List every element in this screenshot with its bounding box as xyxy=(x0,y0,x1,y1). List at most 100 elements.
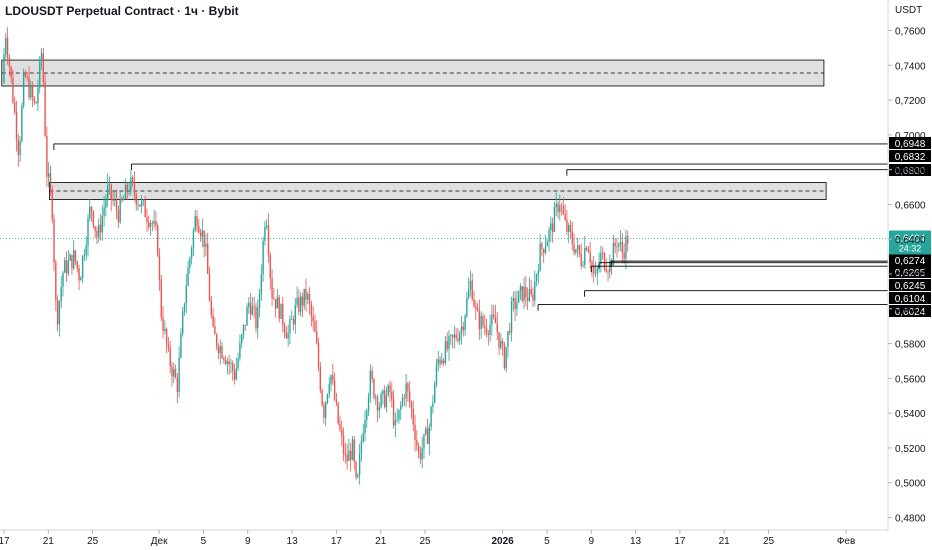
candle-body xyxy=(65,260,68,274)
candle-body xyxy=(523,286,525,301)
candle-body xyxy=(133,182,136,195)
candle-body xyxy=(437,359,439,365)
candle-body xyxy=(535,274,538,282)
candle-body xyxy=(294,305,296,325)
candle-body xyxy=(260,274,263,294)
candle-body xyxy=(208,273,211,301)
candle-body xyxy=(233,371,236,380)
candle-body xyxy=(31,86,34,98)
candle-body xyxy=(339,423,341,430)
candle-body xyxy=(546,241,548,247)
candle-body xyxy=(74,250,77,262)
candle-body xyxy=(605,269,607,272)
candle-body xyxy=(357,474,359,478)
candle-body xyxy=(441,360,443,364)
candle-body xyxy=(251,306,254,315)
candle-body xyxy=(387,385,389,395)
candle-body xyxy=(475,306,477,309)
candle-body xyxy=(142,200,145,202)
candle-body xyxy=(198,226,200,233)
candle-body xyxy=(462,326,464,331)
candle-body xyxy=(98,224,100,238)
candle-body xyxy=(376,397,379,411)
candle-body xyxy=(131,177,134,183)
candle-body xyxy=(607,271,609,273)
candle-body xyxy=(510,301,513,333)
candle-body xyxy=(346,454,348,462)
candle-body xyxy=(21,105,23,142)
candle-body xyxy=(541,243,543,250)
level-price-label: 0,6832 xyxy=(895,152,926,163)
candle-body xyxy=(117,210,120,223)
candle-body xyxy=(548,230,550,242)
candle-body xyxy=(569,224,572,232)
candle-body xyxy=(562,206,565,214)
candle-body xyxy=(253,306,255,308)
candle-body xyxy=(439,359,441,364)
candle-body xyxy=(90,206,93,212)
candle-body xyxy=(507,331,509,348)
candle-body xyxy=(557,203,559,213)
candle-body xyxy=(421,448,423,460)
candle-body xyxy=(559,205,561,213)
level-price-badge xyxy=(889,266,931,278)
x-tick-label: 17 xyxy=(674,536,686,547)
candle-body xyxy=(603,253,606,270)
candle-body xyxy=(162,317,164,331)
candle-body xyxy=(584,247,586,266)
candle-body xyxy=(58,301,61,325)
candle-body xyxy=(194,216,196,231)
candle-body xyxy=(196,216,198,227)
candle-body xyxy=(392,399,395,426)
candle-body xyxy=(410,402,413,409)
candle-body xyxy=(444,341,447,364)
candle-body xyxy=(316,332,318,344)
candle-body xyxy=(539,243,541,271)
candle-body xyxy=(491,314,493,325)
candle-body xyxy=(224,359,227,364)
candle-body xyxy=(8,57,11,67)
candle-body xyxy=(601,252,604,254)
candle-body xyxy=(614,242,616,247)
candle-body xyxy=(442,360,445,364)
candle-body xyxy=(566,219,568,232)
candle-body xyxy=(249,302,252,315)
candle-body xyxy=(124,184,127,199)
candle-body xyxy=(430,406,432,427)
current-price-badge xyxy=(889,230,931,255)
candle-body xyxy=(625,236,627,259)
candle-body xyxy=(278,297,280,319)
candle-body xyxy=(553,207,556,232)
candle-body xyxy=(382,390,384,395)
candle-body xyxy=(14,102,16,113)
level-price-badge xyxy=(889,254,931,266)
candle-body xyxy=(96,230,98,238)
candle-body xyxy=(457,338,459,341)
candle-body xyxy=(178,357,180,392)
candle-body xyxy=(103,207,105,216)
candle-body xyxy=(426,428,429,444)
candle-body xyxy=(289,319,291,334)
candle-body xyxy=(485,327,488,333)
candle-body xyxy=(39,59,41,88)
candle-body xyxy=(262,240,264,275)
candle-body xyxy=(185,285,187,304)
candle-body xyxy=(543,249,545,253)
candle-body xyxy=(519,286,522,291)
candle-body xyxy=(92,211,95,227)
candle-body xyxy=(618,243,620,247)
candle-body xyxy=(348,450,350,462)
candle-body xyxy=(214,326,216,335)
candle-body xyxy=(525,286,527,298)
candle-body xyxy=(85,245,87,256)
candle-body xyxy=(591,262,593,266)
candle-body xyxy=(391,392,393,400)
candle-body xyxy=(534,281,536,301)
candle-body xyxy=(40,53,43,60)
x-tick-label: 21 xyxy=(43,536,55,547)
candle-body xyxy=(299,296,302,312)
candle-body xyxy=(283,325,286,333)
candle-body xyxy=(130,177,132,191)
candle-body xyxy=(573,244,575,253)
